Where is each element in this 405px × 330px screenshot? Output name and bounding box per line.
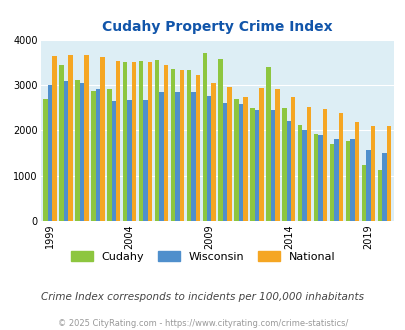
Bar	[68, 55, 72, 221]
Bar	[59, 65, 64, 221]
Bar	[191, 92, 195, 221]
Bar	[202, 53, 207, 221]
Bar	[338, 113, 342, 221]
Bar	[354, 122, 358, 221]
Bar	[171, 69, 175, 221]
Bar	[195, 75, 200, 221]
Bar	[234, 99, 238, 221]
Bar	[227, 87, 231, 221]
Bar	[96, 89, 100, 221]
Bar	[91, 91, 96, 221]
Bar	[345, 141, 350, 221]
Bar	[186, 71, 191, 221]
Bar	[302, 130, 306, 221]
Bar	[322, 109, 326, 221]
Bar	[84, 55, 88, 221]
Bar	[377, 170, 381, 221]
Bar	[127, 100, 132, 221]
Bar	[286, 121, 290, 221]
Bar	[361, 165, 365, 221]
Bar	[52, 56, 57, 221]
Bar	[163, 65, 168, 221]
Bar	[175, 92, 179, 221]
Bar	[370, 126, 374, 221]
Legend: Cudahy, Wisconsin, National: Cudahy, Wisconsin, National	[66, 247, 339, 267]
Title: Cudahy Property Crime Index: Cudahy Property Crime Index	[102, 20, 332, 34]
Bar	[243, 97, 247, 221]
Bar	[48, 85, 52, 221]
Bar	[132, 62, 136, 221]
Bar	[365, 150, 370, 221]
Bar	[211, 83, 215, 221]
Bar	[329, 144, 333, 221]
Bar	[281, 108, 286, 221]
Bar	[143, 100, 147, 221]
Bar	[64, 82, 68, 221]
Bar	[123, 62, 127, 221]
Bar	[386, 126, 390, 221]
Bar	[107, 89, 111, 221]
Bar	[43, 100, 48, 221]
Bar	[381, 153, 386, 221]
Bar	[139, 61, 143, 221]
Bar	[79, 83, 84, 221]
Bar	[350, 139, 354, 221]
Bar	[218, 59, 222, 221]
Bar	[238, 105, 243, 221]
Bar	[297, 125, 302, 221]
Bar	[290, 97, 295, 221]
Bar	[258, 88, 263, 221]
Bar	[207, 96, 211, 221]
Text: © 2025 CityRating.com - https://www.cityrating.com/crime-statistics/: © 2025 CityRating.com - https://www.city…	[58, 319, 347, 328]
Bar	[333, 139, 338, 221]
Bar	[306, 107, 311, 221]
Text: Crime Index corresponds to incidents per 100,000 inhabitants: Crime Index corresponds to incidents per…	[41, 292, 364, 302]
Bar	[111, 101, 116, 221]
Bar	[275, 89, 279, 221]
Bar	[270, 110, 275, 221]
Bar	[154, 59, 159, 221]
Bar	[147, 62, 152, 221]
Bar	[222, 103, 227, 221]
Bar	[313, 134, 318, 221]
Bar	[100, 57, 104, 221]
Bar	[318, 135, 322, 221]
Bar	[159, 92, 163, 221]
Bar	[250, 108, 254, 221]
Bar	[179, 70, 183, 221]
Bar	[266, 67, 270, 221]
Bar	[254, 110, 258, 221]
Bar	[116, 61, 120, 221]
Bar	[75, 81, 79, 221]
